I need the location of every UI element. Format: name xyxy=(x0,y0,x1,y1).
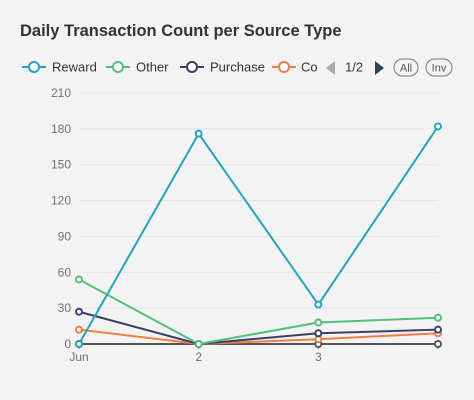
data-point[interactable] xyxy=(75,325,83,334)
series-line xyxy=(78,328,439,345)
y-tick-label: 30 xyxy=(58,301,72,315)
select-all-label: All xyxy=(400,63,412,75)
legend-select-all-button[interactable]: All xyxy=(393,58,419,77)
legend-prev-page-icon[interactable] xyxy=(326,61,335,75)
x-tick-label: 2 xyxy=(195,350,202,364)
legend-marker-icon xyxy=(28,61,40,73)
axes: 0 30 60 90 120 150 180 210 Jun 2 3 xyxy=(51,86,439,364)
series-reward[interactable] xyxy=(75,122,442,348)
data-point[interactable] xyxy=(434,340,442,348)
data-point[interactable] xyxy=(75,307,83,316)
data-point[interactable] xyxy=(434,122,442,131)
data-point[interactable] xyxy=(75,275,83,284)
legend-marker-icon xyxy=(278,61,290,73)
series-other[interactable] xyxy=(75,275,442,348)
y-tick-label: 150 xyxy=(51,158,71,172)
grid-lines xyxy=(79,92,438,309)
legend-label-purchase: Purchase xyxy=(210,60,265,75)
x-tick-label: 3 xyxy=(315,350,322,364)
legend-item-reward[interactable]: Reward xyxy=(22,60,97,75)
y-tick-label: 180 xyxy=(51,122,71,136)
chart-title: Daily Transaction Count per Source Type xyxy=(20,22,342,40)
legend-marker-icon xyxy=(112,61,124,73)
y-tick-label: 90 xyxy=(58,229,72,243)
series-lines xyxy=(75,122,442,348)
data-point[interactable] xyxy=(434,313,442,322)
data-point[interactable] xyxy=(434,325,442,334)
y-tick-label: 60 xyxy=(58,265,72,279)
legend-page-indicator: 1/2 xyxy=(345,60,363,75)
data-point[interactable] xyxy=(75,340,83,348)
data-point[interactable] xyxy=(314,318,323,327)
x-tick-label: Jun xyxy=(69,350,88,364)
data-point[interactable] xyxy=(194,129,203,138)
legend-marker-icon xyxy=(186,61,198,73)
y-tick-label: 210 xyxy=(51,86,71,100)
series-line xyxy=(78,278,439,345)
legend: Reward Other Purchase Co 1/2 xyxy=(22,58,453,77)
data-point[interactable] xyxy=(314,329,323,338)
series-line xyxy=(78,310,439,345)
y-tick-label: 0 xyxy=(64,337,71,351)
y-tick-label: 120 xyxy=(51,194,71,208)
legend-next-page-icon[interactable] xyxy=(375,61,384,75)
legend-label-reward: Reward xyxy=(52,60,97,75)
legend-item-co[interactable]: Co xyxy=(272,60,318,75)
legend-inverse-button[interactable]: Inv xyxy=(425,58,453,77)
legend-item-other[interactable]: Other xyxy=(106,60,169,75)
inverse-selection-label: Inv xyxy=(432,63,447,75)
legend-label-co: Co xyxy=(301,60,318,75)
legend-label-other: Other xyxy=(136,60,169,75)
data-point[interactable] xyxy=(314,300,323,309)
legend-item-purchase[interactable]: Purchase xyxy=(180,60,265,75)
data-point[interactable] xyxy=(194,340,203,348)
series-line xyxy=(78,125,439,345)
